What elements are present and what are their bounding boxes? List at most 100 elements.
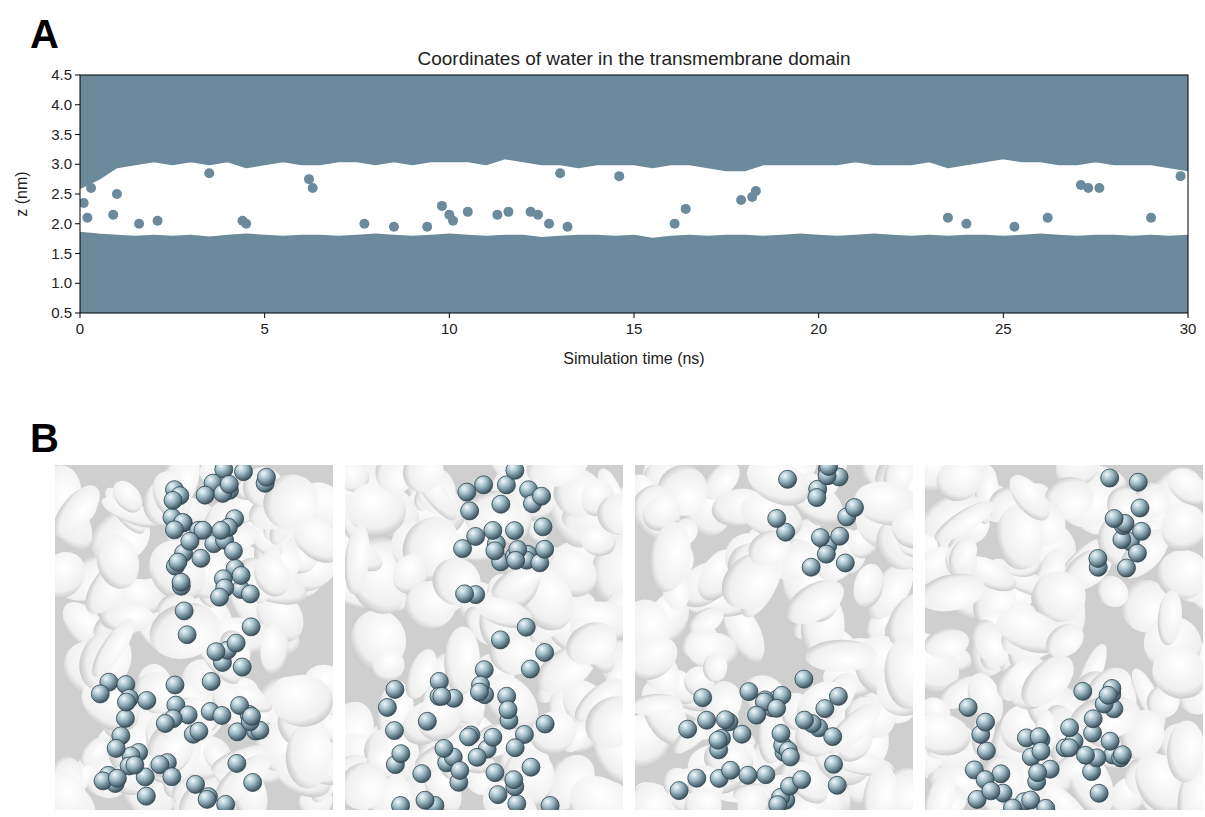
water-sphere [460,728,478,746]
protein-surface [345,523,373,596]
water-sphere [456,585,474,603]
water-sphere [768,699,786,717]
water-sphere [169,553,187,571]
water-sphere [234,465,252,481]
water-point [563,222,573,232]
water-point [86,183,96,193]
water-sphere [959,698,977,716]
chart-title: Coordinates of water in the transmembran… [417,48,850,69]
y-tick [75,164,80,165]
water-sphere [679,720,697,738]
water-sphere [506,739,524,757]
water-sphere [202,672,220,690]
water-sphere [808,489,826,507]
water-sphere [181,532,199,550]
protein-surface [805,639,877,672]
water-point [503,207,513,217]
water-sphere [467,527,485,545]
water-sphere [175,602,193,620]
render-panel [635,465,913,810]
water-sphere [486,542,504,560]
x-tick [1188,313,1189,318]
water-sphere [433,687,451,705]
water-sphere [386,680,404,698]
protein-surface [559,764,623,810]
water-point [82,213,92,223]
protein-surface [85,613,142,682]
water-sphere [117,693,135,711]
protein-surface [925,568,988,616]
water-sphere [107,739,125,757]
water-sphere [506,465,524,479]
water-sphere [418,712,436,730]
protein-surface [575,686,623,760]
water-point [670,219,680,229]
y-tick [75,134,80,135]
water-sphere [192,549,210,567]
water-sphere [977,713,995,731]
water-sphere [492,495,510,513]
protein-surface [849,561,888,612]
panel-label: A [30,12,59,56]
water-region [80,75,1188,188]
water-sphere [992,765,1010,783]
water-sphere [220,475,238,493]
x-tick [264,313,265,318]
water-sphere [688,769,706,787]
water-sphere [244,773,262,791]
water-sphere [824,728,842,746]
water-sphere [486,764,504,782]
water-sphere [831,527,849,545]
x-tick-label: 20 [810,320,827,337]
water-sphere [533,487,551,505]
protein-surface [271,674,333,728]
x-tick-label: 25 [995,320,1012,337]
water-sphere [198,790,216,808]
water-sphere [802,558,820,576]
water-sphere [828,776,846,794]
water-point [533,210,543,220]
protein-surface [1012,646,1083,717]
water-sphere [242,618,260,636]
water-point [359,219,369,229]
protein-surface [1002,468,1057,527]
water-point [736,195,746,205]
water-sphere [534,518,552,536]
protein-surface [1165,719,1203,783]
y-tick-label: 2.5 [51,185,72,202]
water-sphere [228,754,246,772]
water-sphere [769,796,787,810]
water-sphere [779,470,797,488]
water-point [614,171,624,181]
water-point [108,210,118,220]
x-tick [80,313,81,318]
y-tick [75,283,80,284]
water-sphere [241,585,259,603]
x-tick [449,313,450,318]
y-tick [75,104,80,105]
water-point [448,216,458,226]
water-sphere [178,626,196,644]
water-sphere [1061,739,1079,757]
protein-surface [259,623,290,675]
y-tick-label: 3.5 [51,126,72,143]
protein-surface [472,770,549,810]
render-panel [925,465,1203,810]
y-tick-label: 2.0 [51,215,72,232]
water-point [389,222,399,232]
protein-surface [144,596,227,666]
water-point [1094,183,1104,193]
water-sphere [536,644,554,662]
protein-surface [424,549,489,613]
water-sphere [484,521,502,539]
water-sphere [740,683,758,701]
protein-surface [635,692,682,718]
water-point [463,207,473,217]
water-sphere [748,706,766,724]
water-sphere [108,769,126,787]
water-sphere [507,551,525,569]
water-sphere [468,748,486,766]
water-sphere [217,795,235,810]
water-sphere [475,476,493,494]
water-sphere [768,509,786,527]
